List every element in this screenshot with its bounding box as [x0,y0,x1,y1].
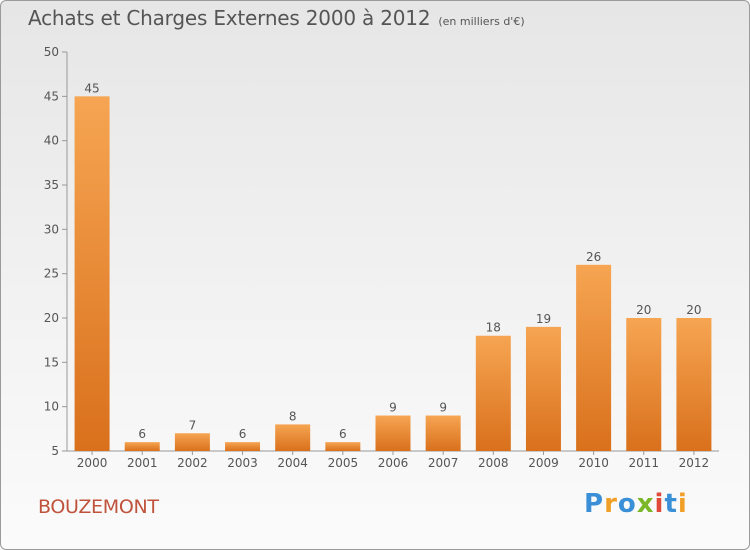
bar-value-label: 9 [439,401,447,415]
chart-title: Achats et Charges Externes 2000 à 2012 (e… [28,6,525,30]
x-tick-label: 2010 [578,456,609,470]
x-tick-label: 2006 [378,456,409,470]
x-tick-label: 2011 [628,456,659,470]
commune-name: BOUZEMONT [38,496,159,518]
x-tick-label: 2002 [177,456,208,470]
logo-letter: i [677,489,688,519]
bar-value-label: 6 [138,427,146,441]
bar [425,415,461,451]
y-tick-label: 15 [44,355,59,369]
x-tick-label: 2007 [428,456,459,470]
bar [375,415,411,451]
bar [475,335,511,451]
bar [124,442,160,451]
bar [74,96,110,451]
bar [275,424,311,451]
y-tick-label: 35 [44,178,59,192]
y-tick-label: 30 [44,222,59,236]
proxiti-logo[interactable]: Proxiti [584,489,688,519]
x-tick-label: 2003 [227,456,258,470]
bar-value-label: 7 [189,418,197,432]
bar-value-label: 8 [289,409,297,423]
logo-letter: t [664,489,678,519]
bar-value-label: 6 [239,427,247,441]
logo-letter: i [654,489,665,519]
bar-value-label: 9 [389,401,397,415]
y-tick-label: 50 [44,45,59,59]
y-tick-label: 40 [44,134,59,148]
chart-title-text: Achats et Charges Externes 2000 à 2012 [28,6,431,30]
bar-value-label: 26 [586,250,601,264]
logo-letter: P [584,489,605,519]
x-tick-label: 2000 [77,456,108,470]
x-tick-label: 2005 [328,456,359,470]
x-tick-label: 2012 [679,456,710,470]
x-tick-label: 2001 [127,456,158,470]
bar [325,442,361,451]
y-tick-label: 10 [44,400,59,414]
logo-letter: x [636,489,655,519]
bar-value-label: 20 [636,303,651,317]
logo-letter: r [604,489,618,519]
bar-value-label: 20 [686,303,701,317]
bar-value-label: 45 [84,81,99,95]
bar-value-label: 19 [536,312,551,326]
y-tick-label: 25 [44,267,59,281]
x-tick-label: 2009 [528,456,559,470]
logo-letter: o [617,489,637,519]
bar [525,326,561,451]
bar-value-label: 6 [339,427,347,441]
bar-value-label: 18 [486,321,501,335]
bar [676,318,712,451]
y-tick-label: 5 [51,444,59,458]
bar [626,318,662,451]
bar [174,433,210,451]
y-tick-label: 45 [44,89,59,103]
x-tick-label: 2004 [277,456,308,470]
x-tick-label: 2008 [478,456,509,470]
chart-subtitle: (en milliers d'€) [438,15,525,28]
y-tick-label: 20 [44,311,59,325]
bar [225,442,261,451]
bar [576,264,612,451]
